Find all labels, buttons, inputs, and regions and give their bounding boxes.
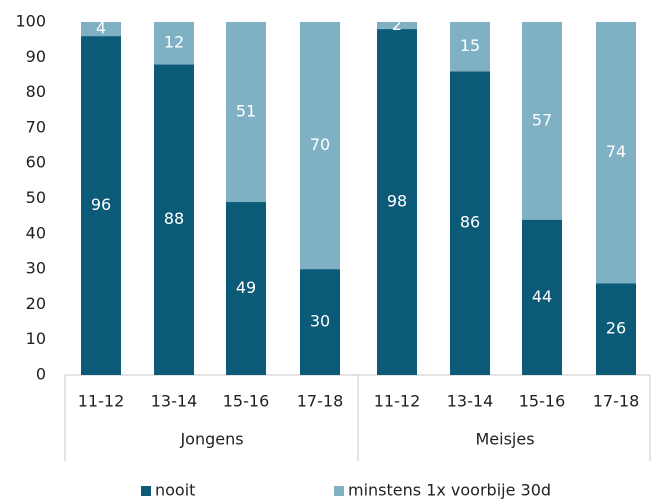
bar-minstens: [596, 22, 636, 284]
y-tick-label: 40: [26, 223, 46, 242]
data-label: 15: [460, 36, 480, 55]
bar-nooit: [300, 269, 340, 375]
bar-minstens: [154, 22, 194, 65]
x-tick-label: 13-14: [447, 392, 494, 411]
x-tick-label: 15-16: [519, 392, 566, 411]
legend-label: nooit: [155, 481, 195, 500]
bar-nooit: [226, 202, 266, 375]
y-tick-label: 30: [26, 259, 46, 278]
bar-minstens: [300, 22, 340, 270]
bar-nooit: [154, 64, 194, 376]
group-label: Meisjes: [475, 430, 534, 449]
legend-swatch: [334, 486, 344, 496]
y-tick-label: 70: [26, 117, 46, 136]
y-tick-label: 10: [26, 329, 46, 348]
bar-minstens: [522, 22, 562, 220]
y-tick-label: 90: [26, 47, 46, 66]
data-label: 12: [164, 33, 184, 52]
y-tick-label: 100: [15, 12, 46, 31]
bar-nooit: [522, 219, 562, 375]
bar-minstens: [81, 22, 121, 37]
data-label: 96: [91, 195, 111, 214]
legend-label: minstens 1x voorbije 30d: [348, 481, 551, 500]
y-tick-label: 0: [36, 365, 46, 384]
x-tick-label: 17-18: [593, 392, 640, 411]
group-label: Jongens: [179, 430, 243, 449]
data-label: 74: [606, 142, 626, 161]
legend-swatch: [141, 486, 151, 496]
y-tick-label: 80: [26, 82, 46, 101]
data-label: 4: [96, 19, 106, 38]
x-tick-label: 15-16: [223, 392, 270, 411]
data-label: 49: [236, 278, 256, 297]
bar-nooit: [596, 283, 636, 375]
x-tick-label: 11-12: [374, 392, 421, 411]
bar-minstens: [226, 22, 266, 203]
y-tick-label: 20: [26, 294, 46, 313]
bar-nooit: [81, 36, 121, 376]
data-label: 2: [392, 15, 402, 34]
x-tick-label: 11-12: [78, 392, 125, 411]
data-label: 70: [310, 135, 330, 154]
bar-nooit: [377, 29, 417, 376]
x-tick-label: 17-18: [297, 392, 344, 411]
bar-nooit: [450, 71, 490, 376]
data-label: 44: [532, 287, 552, 306]
data-label: 26: [606, 319, 626, 338]
bar-minstens: [377, 22, 417, 30]
bar-minstens: [450, 22, 490, 72]
data-label: 98: [387, 192, 407, 211]
data-label: 51: [236, 102, 256, 121]
data-label: 57: [532, 110, 552, 129]
data-label: 88: [164, 209, 184, 228]
x-tick-label: 13-14: [151, 392, 198, 411]
y-tick-label: 50: [26, 188, 46, 207]
data-label: 86: [460, 213, 480, 232]
y-tick-label: 60: [26, 153, 46, 172]
data-label: 30: [310, 312, 330, 331]
